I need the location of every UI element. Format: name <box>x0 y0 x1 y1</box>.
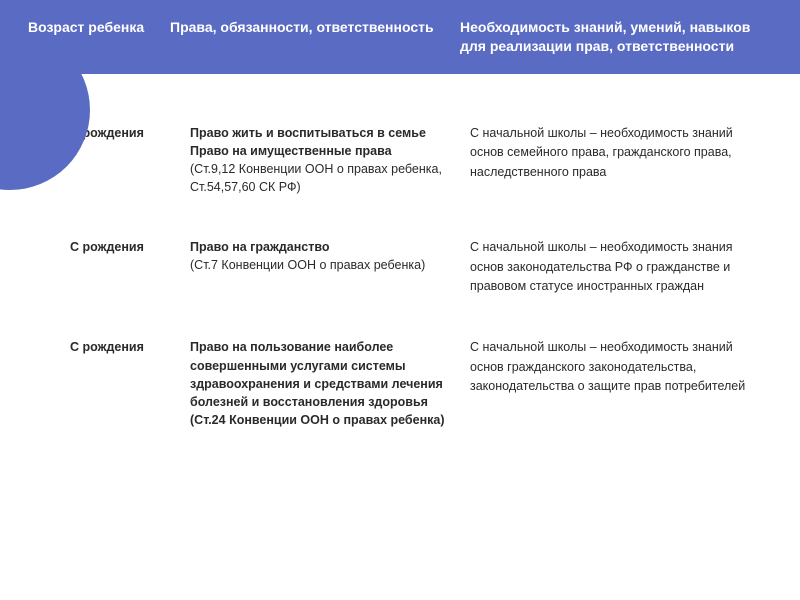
table-header: Возраст ребенка Права, обязанности, отве… <box>0 0 800 74</box>
rights-title: Право на гражданство <box>190 238 450 256</box>
header-rights: Права, обязанности, ответственность <box>170 18 440 37</box>
age-label: С рождения <box>70 340 144 354</box>
table-body: С рождения Право жить и воспитываться в … <box>0 74 800 429</box>
need-text: С начальной школы – необходимость знаний… <box>470 126 733 179</box>
table-row: С рождения Право на гражданство (Ст.7 Ко… <box>70 238 780 296</box>
need-text: С начальной школы – необходимость знаний… <box>470 340 745 393</box>
rights-ref: (Ст.7 Конвенции ООН о правах ребенка) <box>190 256 450 274</box>
table-row: С рождения Право жить и воспитываться в … <box>70 124 780 197</box>
age-label: С рождения <box>70 240 144 254</box>
rights-ref: (Ст.9,12 Конвенции ООН о правах ребенка,… <box>190 160 450 196</box>
need-text: С начальной школы – необходимость знания… <box>470 240 733 293</box>
table-row: С рождения Право на пользование наиболее… <box>70 338 780 429</box>
header-need: Необходимость знаний, умений, навыков дл… <box>460 18 780 56</box>
rights-ref: (Ст.24 Конвенции ООН о правах ребенка) <box>190 413 445 427</box>
header-age: Возраст ребенка <box>28 18 150 37</box>
rights-title: Право жить и воспитываться в семье Право… <box>190 124 450 160</box>
rights-title: Право на пользование наиболее совершенны… <box>190 338 450 429</box>
